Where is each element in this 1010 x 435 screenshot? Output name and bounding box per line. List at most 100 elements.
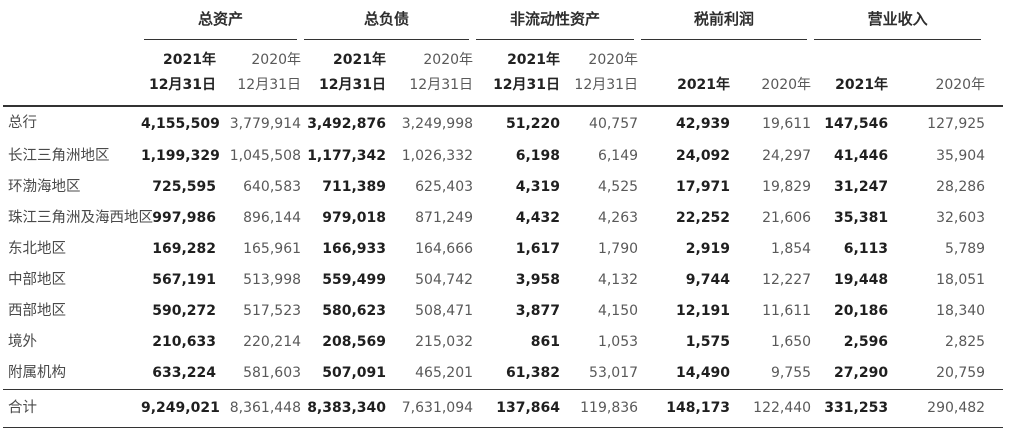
cell-value: 28,286 xyxy=(936,179,986,196)
cell-value: 17,971 xyxy=(676,179,731,196)
cell-value: 6,149 xyxy=(597,148,639,165)
cell-value: 41,446 xyxy=(834,148,889,165)
cell-value: 164,666 xyxy=(415,241,474,258)
cell-value: 633,224 xyxy=(152,365,216,382)
cell-value: 2,919 xyxy=(685,241,731,258)
cell-value: 8,361,448 xyxy=(216,389,302,428)
cell-value: 119,836 xyxy=(560,389,639,428)
cell-value: 9,755 xyxy=(770,365,812,382)
cell-value: 35,904 xyxy=(936,148,986,165)
group-label: 非流动性资产 xyxy=(476,2,635,40)
cell-value: 1,026,332 xyxy=(401,148,474,165)
cell-value: 1,790 xyxy=(597,241,639,258)
cell-value: 640,583 xyxy=(243,179,302,196)
cell-value: 12,191 xyxy=(676,303,731,320)
cell-value: 3,958 xyxy=(515,272,561,289)
cell-value: 6,113 xyxy=(843,241,889,258)
cell-value: 19,829 xyxy=(762,179,812,196)
col-header-2021: 2021年 xyxy=(638,40,731,107)
cell-value: 7,631,094 xyxy=(386,389,474,428)
cell-value: 1,177,342 xyxy=(307,148,387,165)
cell-value: 40,757 xyxy=(589,115,639,132)
cell-value: 148,173 xyxy=(638,389,731,428)
row-label: 中部地区 xyxy=(8,271,66,288)
cell-value: 24,297 xyxy=(762,148,812,165)
group-label: 总资产 xyxy=(144,2,298,40)
cell-value: 4,525 xyxy=(597,179,639,196)
cell-value: 4,155,509 xyxy=(141,115,220,132)
cell-value: 166,933 xyxy=(322,241,387,258)
group-header-profit-before-tax: 税前利润 xyxy=(638,2,811,40)
segment-table: 总资产 总负债 非流动性资产 税前利润 营业收入 2021年 12月31日 202 xyxy=(3,2,1004,428)
cell-value: 896,144 xyxy=(243,210,302,227)
col-header-2020-date: 2020年 12月31日 xyxy=(560,40,639,107)
group-header-noncurrent-assets: 非流动性资产 xyxy=(473,2,638,40)
row-label: 总行 xyxy=(8,115,37,132)
cell-value: 31,247 xyxy=(834,179,889,196)
cell-value: 580,623 xyxy=(322,303,387,320)
cell-value: 9,744 xyxy=(685,272,731,289)
cell-value: 27,290 xyxy=(834,365,889,382)
cell-value: 4,319 xyxy=(515,179,561,196)
table-footer: 合计 9,249,021 8,361,448 8,383,340 7,631,0… xyxy=(3,389,1004,428)
table-row: 西部地区 590,272 517,523 580,623 508,471 3,8… xyxy=(3,296,1003,327)
row-label: 环渤海地区 xyxy=(8,178,81,195)
cell-value: 21,606 xyxy=(762,210,812,227)
row-label: 长江三角洲地区 xyxy=(8,147,110,164)
group-header-total-liabilities: 总负债 xyxy=(301,2,473,40)
cell-value: 215,032 xyxy=(415,334,474,351)
cell-value: 3,877 xyxy=(515,303,561,320)
cell-value: 331,253 xyxy=(811,389,889,428)
cell-value: 20,759 xyxy=(936,365,986,382)
cell-value: 137,864 xyxy=(473,389,561,428)
group-header-row: 总资产 总负债 非流动性资产 税前利润 营业收入 xyxy=(3,2,1003,40)
cell-value: 1,053 xyxy=(597,334,639,351)
cell-value: 1,045,508 xyxy=(229,148,302,165)
table-row: 东北地区 169,282 165,961 166,933 164,666 1,6… xyxy=(3,234,1003,265)
col-header-2020-date: 2020年 12月31日 xyxy=(216,40,302,107)
corner-cell xyxy=(3,40,141,107)
cell-value: 4,150 xyxy=(597,303,639,320)
cell-value: 14,490 xyxy=(676,365,731,382)
cell-value: 3,249,998 xyxy=(401,115,474,132)
row-label-total: 合计 xyxy=(3,389,141,428)
row-label: 附属机构 xyxy=(8,364,66,381)
col-header-2020: 2020年 xyxy=(888,40,1004,107)
cell-value: 4,132 xyxy=(597,272,639,289)
cell-value: 581,603 xyxy=(243,365,302,382)
cell-value: 208,569 xyxy=(322,334,387,351)
cell-value: 2,596 xyxy=(843,334,889,351)
col-header-2020: 2020年 xyxy=(730,40,812,107)
group-label: 税前利润 xyxy=(641,2,808,40)
cell-value: 290,482 xyxy=(888,389,1004,428)
cell-value: 517,523 xyxy=(243,303,302,320)
cell-value: 220,214 xyxy=(243,334,302,351)
cell-value: 567,191 xyxy=(152,272,216,289)
cell-value: 1,650 xyxy=(770,334,812,351)
cell-value: 51,220 xyxy=(506,115,561,132)
cell-value: 6,198 xyxy=(515,148,561,165)
group-header-total-assets: 总资产 xyxy=(141,2,301,40)
table-row: 长江三角洲地区 1,199,329 1,045,508 1,177,342 1,… xyxy=(3,141,1003,172)
corner-cell xyxy=(3,2,141,40)
row-label: 境外 xyxy=(8,333,37,350)
col-header-2021-date: 2021年 12月31日 xyxy=(141,40,216,107)
table-body: 总行 4,155,509 3,779,914 3,492,876 3,249,9… xyxy=(3,106,1003,390)
cell-value: 861 xyxy=(530,334,561,351)
table-row: 附属机构 633,224 581,603 507,091 465,201 61,… xyxy=(3,358,1003,390)
group-header-operating-income: 营业收入 xyxy=(811,2,1003,40)
cell-value: 32,603 xyxy=(936,210,986,227)
cell-value: 3,779,914 xyxy=(229,115,302,132)
cell-value: 1,854 xyxy=(770,241,812,258)
table-row: 境外 210,633 220,214 208,569 215,032 861 1… xyxy=(3,327,1003,358)
cell-value: 3,492,876 xyxy=(307,115,387,132)
col-header-2020-date: 2020年 12月31日 xyxy=(386,40,474,107)
cell-value: 508,471 xyxy=(415,303,474,320)
cell-value: 725,595 xyxy=(152,179,216,196)
cell-value: 122,440 xyxy=(730,389,812,428)
total-row: 合计 9,249,021 8,361,448 8,383,340 7,631,0… xyxy=(3,389,1004,428)
row-label: 东北地区 xyxy=(8,240,66,257)
cell-value: 8,383,340 xyxy=(301,389,387,428)
row-label: 珠江三角洲及海西地区 xyxy=(8,209,153,226)
